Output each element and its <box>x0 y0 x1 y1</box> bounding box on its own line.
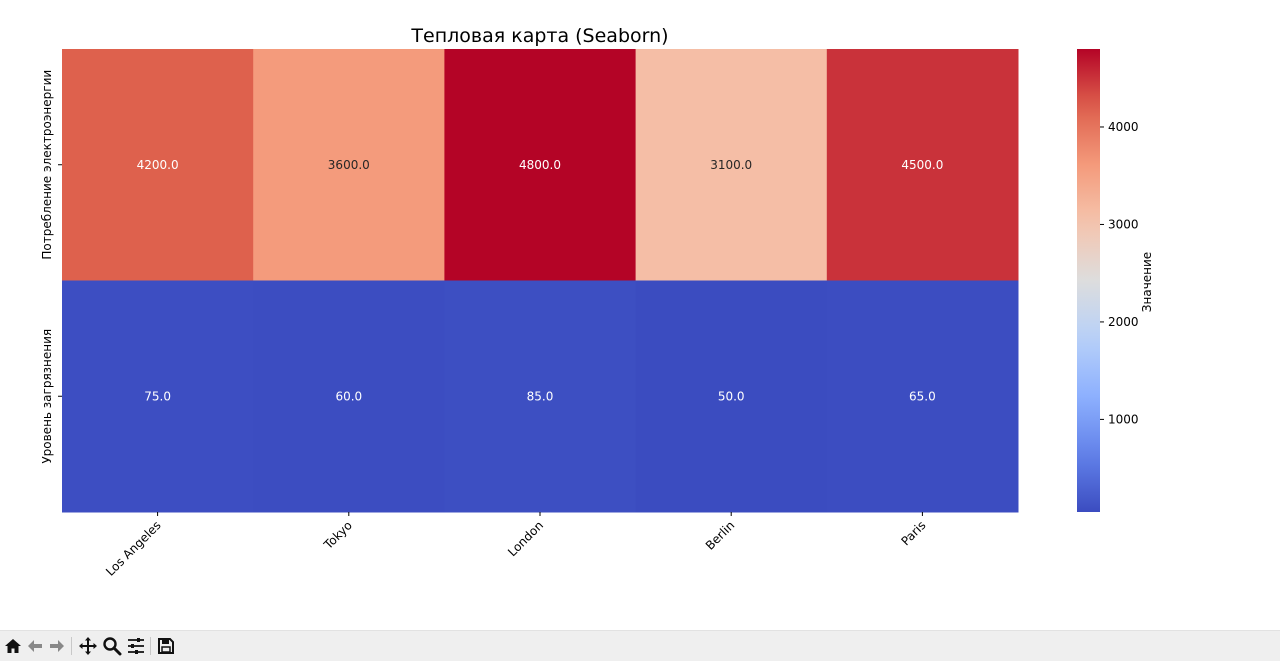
cell-annotation: 4500.0 <box>901 158 943 172</box>
save-icon[interactable] <box>155 635 177 657</box>
cell-annotation: 50.0 <box>718 389 745 403</box>
back-icon[interactable] <box>24 635 46 657</box>
heatmap-cell <box>444 49 637 281</box>
y-tick-label: Потребление электроэнергии <box>40 70 54 260</box>
heatmap-cell <box>62 280 254 513</box>
x-tick-label: Berlin <box>703 518 738 553</box>
y-tick-label: Уровень загрязнения <box>40 329 54 464</box>
colorbar-tick-label: 1000 <box>1108 412 1139 426</box>
heatmap-cell <box>635 280 828 513</box>
cell-annotation: 3600.0 <box>328 158 370 172</box>
navigation-toolbar <box>0 630 1280 661</box>
cell-annotation: 60.0 <box>335 389 362 403</box>
cell-annotation: 85.0 <box>527 389 554 403</box>
heatmap-cell <box>826 49 1019 281</box>
y-axis: Потребление электроэнергии Уровень загряз… <box>40 70 62 464</box>
cell-annotation: 75.0 <box>144 389 171 403</box>
colorbar-tick-label: 3000 <box>1108 217 1139 231</box>
forward-icon[interactable] <box>46 635 68 657</box>
heatmap-cell <box>253 49 445 281</box>
chart-title: Тепловая карта (Seaborn) <box>410 25 668 47</box>
zoom-icon[interactable] <box>101 635 123 657</box>
configure-icon[interactable] <box>125 635 147 657</box>
home-icon[interactable] <box>2 635 24 657</box>
heatmap-cell <box>62 49 254 281</box>
x-tick-label: Los Angeles <box>103 518 164 579</box>
colorbar-ticks: 1000 2000 3000 4000 <box>1100 120 1139 426</box>
cell-annotation: 4200.0 <box>137 158 179 172</box>
heatmap-cell <box>253 280 445 513</box>
x-tick-label: Paris <box>898 518 928 548</box>
cell-annotations: 4200.0 3600.0 4800.0 3100.0 4500.0 75.0 60.0 85… <box>137 158 944 404</box>
cell-annotation: 65.0 <box>909 389 936 403</box>
colorbar-label: Значение <box>1140 252 1154 312</box>
colorbar-gradient <box>1077 49 1100 512</box>
x-tick-label: London <box>505 518 546 559</box>
heatmap-figure: Тепловая карта (Seaborn) 4200.0 3600.0 480… <box>40 25 1154 579</box>
heatmap-cells <box>62 49 1019 513</box>
heatmap-cell <box>444 280 637 513</box>
heatmap-cell <box>826 280 1019 513</box>
x-tick-label: Tokyo <box>321 518 355 552</box>
pan-icon[interactable] <box>77 635 99 657</box>
colorbar: 1000 2000 3000 4000 Значение <box>1077 49 1154 512</box>
cell-annotation: 4800.0 <box>519 158 561 172</box>
heatmap-cell <box>635 49 828 281</box>
colorbar-tick-label: 4000 <box>1108 120 1139 134</box>
cell-annotation: 3100.0 <box>710 158 752 172</box>
x-axis: Los Angeles Tokyo London Berlin Paris <box>103 512 929 579</box>
colorbar-tick-label: 2000 <box>1108 315 1139 329</box>
